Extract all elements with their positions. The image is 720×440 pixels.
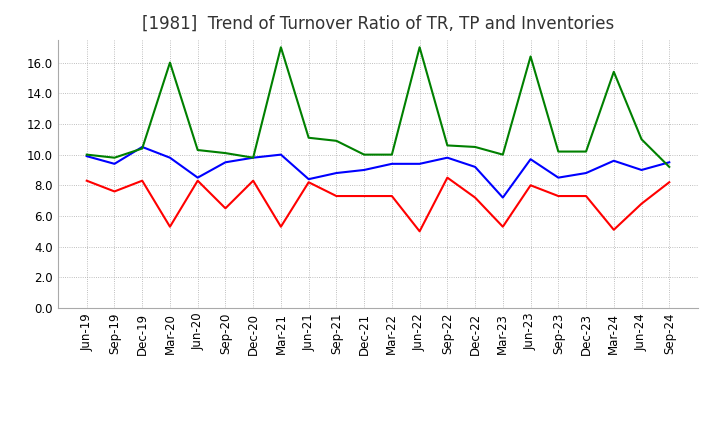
- Trade Payables: [276, 152, 285, 157]
- Trade Payables: [443, 155, 451, 160]
- Trade Receivables: [609, 227, 618, 232]
- Inventories: [110, 155, 119, 160]
- Inventories: [609, 69, 618, 74]
- Inventories: [82, 152, 91, 157]
- Trade Receivables: [249, 178, 258, 183]
- Trade Payables: [665, 160, 674, 165]
- Inventories: [387, 152, 396, 157]
- Trade Payables: [305, 176, 313, 182]
- Trade Payables: [415, 161, 424, 166]
- Trade Payables: [554, 175, 562, 180]
- Inventories: [498, 152, 507, 157]
- Inventories: [554, 149, 562, 154]
- Trade Payables: [471, 164, 480, 169]
- Trade Receivables: [387, 194, 396, 199]
- Trade Payables: [360, 167, 369, 172]
- Trade Receivables: [498, 224, 507, 229]
- Inventories: [276, 44, 285, 50]
- Trade Payables: [637, 167, 646, 172]
- Trade Receivables: [110, 189, 119, 194]
- Inventories: [637, 137, 646, 142]
- Trade Payables: [526, 157, 535, 162]
- Trade Receivables: [82, 178, 91, 183]
- Inventories: [305, 135, 313, 140]
- Inventories: [166, 60, 174, 65]
- Trade Payables: [609, 158, 618, 163]
- Trade Receivables: [332, 194, 341, 199]
- Trade Payables: [498, 195, 507, 200]
- Trade Payables: [138, 144, 147, 150]
- Trade Receivables: [276, 224, 285, 229]
- Inventories: [332, 138, 341, 143]
- Line: Trade Receivables: Trade Receivables: [86, 178, 670, 231]
- Inventories: [138, 146, 147, 151]
- Trade Receivables: [665, 180, 674, 185]
- Inventories: [471, 144, 480, 150]
- Trade Receivables: [637, 201, 646, 206]
- Trade Payables: [194, 175, 202, 180]
- Inventories: [526, 54, 535, 59]
- Inventories: [360, 152, 369, 157]
- Trade Receivables: [138, 178, 147, 183]
- Trade Receivables: [221, 205, 230, 211]
- Line: Inventories: Inventories: [86, 47, 670, 167]
- Trade Receivables: [582, 194, 590, 199]
- Trade Payables: [166, 155, 174, 160]
- Trade Receivables: [194, 178, 202, 183]
- Inventories: [582, 149, 590, 154]
- Trade Receivables: [443, 175, 451, 180]
- Inventories: [443, 143, 451, 148]
- Trade Receivables: [554, 194, 562, 199]
- Trade Receivables: [360, 194, 369, 199]
- Trade Payables: [82, 154, 91, 159]
- Trade Payables: [110, 161, 119, 166]
- Trade Payables: [387, 161, 396, 166]
- Legend: Trade Receivables, Trade Payables, Inventories: Trade Receivables, Trade Payables, Inven…: [134, 435, 622, 440]
- Trade Receivables: [415, 229, 424, 234]
- Inventories: [194, 147, 202, 153]
- Trade Receivables: [526, 183, 535, 188]
- Trade Payables: [332, 170, 341, 176]
- Trade Payables: [582, 170, 590, 176]
- Trade Receivables: [305, 180, 313, 185]
- Trade Receivables: [471, 195, 480, 200]
- Inventories: [221, 150, 230, 156]
- Title: [1981]  Trend of Turnover Ratio of TR, TP and Inventories: [1981] Trend of Turnover Ratio of TR, TP…: [142, 15, 614, 33]
- Inventories: [665, 164, 674, 169]
- Inventories: [249, 155, 258, 160]
- Trade Receivables: [166, 224, 174, 229]
- Inventories: [415, 44, 424, 50]
- Trade Payables: [221, 160, 230, 165]
- Trade Payables: [249, 155, 258, 160]
- Line: Trade Payables: Trade Payables: [86, 147, 670, 198]
